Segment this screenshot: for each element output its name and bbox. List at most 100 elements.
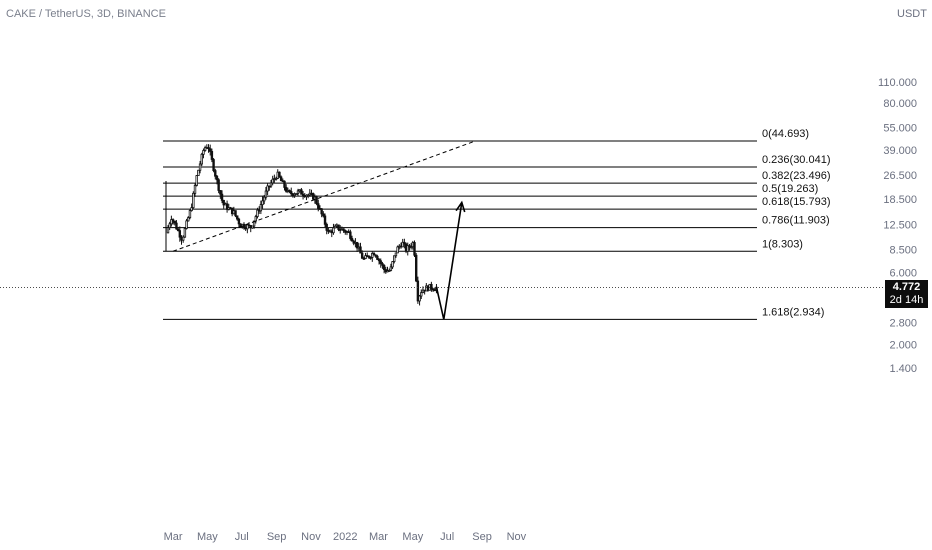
price-tick-label: 26.500 (883, 170, 917, 182)
candle-body (197, 169, 200, 176)
candle-body (387, 270, 391, 272)
candle-body (350, 238, 354, 242)
fib-level-label: 0.618(15.793) (762, 196, 831, 208)
fib-level-label: 1.618(2.934) (762, 306, 824, 318)
candle-body (203, 147, 207, 151)
time-tick-label: Mar (164, 531, 183, 543)
candle-body (283, 180, 286, 188)
time-tick-label: Nov (507, 531, 527, 543)
candle-body (359, 246, 362, 254)
dashed-trendline[interactable] (172, 140, 476, 252)
candle-body (381, 263, 384, 266)
candle-body (295, 193, 298, 195)
time-tick-label: May (402, 531, 423, 543)
candle-body (369, 257, 372, 259)
candle-body (256, 209, 259, 217)
candle-body (266, 185, 269, 192)
candle-body (401, 241, 404, 248)
candle-body (364, 255, 367, 259)
candle-body (222, 199, 225, 206)
drawings[interactable] (172, 140, 476, 320)
candle-body (254, 216, 257, 222)
candle-body (246, 224, 249, 230)
candle-body (371, 253, 374, 258)
price-tick-label: 110.000 (878, 77, 917, 89)
candle-body (430, 283, 433, 290)
candle-body (317, 203, 320, 209)
candle-body (234, 210, 237, 217)
candle-body (181, 236, 185, 241)
candle-body (409, 246, 413, 249)
candle-body (274, 177, 278, 180)
time-tick-label: May (197, 531, 218, 543)
candle-body (176, 228, 180, 232)
candle-body (396, 246, 399, 254)
candle-body (261, 200, 264, 206)
candle-body (207, 147, 210, 150)
candle-body (236, 215, 239, 220)
candle-body (188, 210, 192, 219)
candle-body (376, 255, 379, 260)
price-scale-currency: USDT (897, 8, 927, 20)
candle-body (349, 231, 352, 239)
time-tick-label: Mar (369, 531, 388, 543)
candle-body (209, 148, 212, 152)
candle-body (290, 191, 293, 195)
candle-body (195, 175, 198, 186)
projection-path[interactable] (435, 202, 463, 320)
fib-level-label: 0.236(30.041) (762, 154, 831, 166)
candle-body (271, 178, 274, 184)
fib-level-label: 0.382(23.496) (762, 170, 831, 182)
candle-body (202, 150, 205, 155)
candle-body (200, 153, 203, 165)
candle-body (242, 223, 246, 229)
candle-body (264, 190, 268, 198)
price-tick-label: 39.000 (883, 145, 917, 157)
price-tick-label: 12.500 (883, 219, 917, 231)
price-scale[interactable]: 110.000 80.000 55.000 39.000 26.500 18.500 12.… (878, 77, 917, 375)
candle-body (332, 227, 335, 234)
candle-body (284, 187, 288, 192)
candle-body (166, 227, 170, 234)
time-tick-label: 2022 (333, 531, 357, 543)
time-tick-label: Jul (440, 531, 454, 543)
candle-body (175, 222, 178, 230)
candle-body (219, 190, 222, 195)
time-tick-label: Sep (267, 531, 287, 543)
candle-body (337, 224, 340, 230)
candle-body (393, 255, 396, 262)
candle-body (416, 280, 420, 302)
fib-level-label: 0.5(19.263) (762, 183, 818, 195)
candle-body (377, 259, 381, 262)
candle-body (301, 193, 305, 196)
candle-body (171, 219, 175, 222)
candle-body (263, 196, 266, 202)
candle-body (389, 266, 393, 271)
candle-body (269, 182, 273, 187)
candle-body (225, 203, 229, 210)
candle-body (418, 295, 421, 302)
candles (166, 144, 438, 306)
candle-body (391, 261, 394, 268)
candle-body (420, 292, 423, 297)
candle-body (278, 171, 281, 178)
fib-retracement[interactable]: 0(44.693) 0.236(30.041) 0.382(23.496)0.5(1… (163, 128, 831, 320)
candle-body (372, 253, 376, 256)
time-scale[interactable]: Mar May Jul Sep Nov 2022 Mar May Jul Sep Nov (164, 531, 527, 543)
candle-body (214, 170, 217, 177)
candle-body (193, 185, 197, 194)
candle-body (251, 225, 254, 229)
candle-body (296, 190, 300, 194)
candle-body (320, 208, 323, 215)
candle-body (379, 260, 382, 264)
candle-body (406, 245, 409, 252)
time-tick-label: Sep (472, 531, 492, 543)
candle-body (394, 252, 398, 257)
candle-body (322, 213, 325, 217)
symbol-title: CAKE / TetherUS, 3D, BINANCE (6, 8, 166, 20)
candle-body (217, 179, 220, 191)
price-tick-label: 80.000 (883, 98, 917, 110)
last-price-value: 4.772 (892, 280, 921, 293)
